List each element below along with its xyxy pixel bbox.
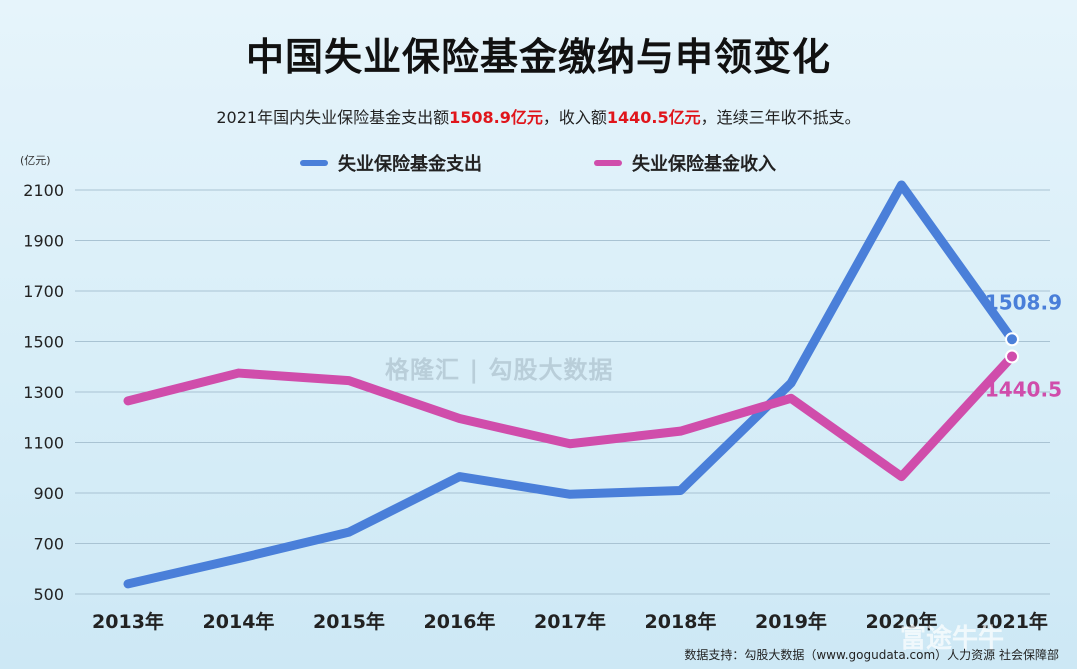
subtitle-part-3: ，连续三年收不抵支。 [700, 108, 861, 127]
series-line-income [123, 352, 1017, 482]
y-tick-label-700: 700 [33, 535, 64, 554]
end-label-income: 1440.5 [985, 378, 1062, 402]
source-footer: 数据支持：勾股大数据（www.gogudata.com）人力资源 社会保障部 [684, 648, 1059, 662]
end-label-expenditure: 1508.9 [985, 290, 1062, 314]
y-tick-label-2100: 2100 [23, 181, 64, 200]
y-axis-unit: (亿元) [20, 154, 51, 167]
x-tick-label-2015: 2015年 [313, 610, 385, 633]
x-tick-label-2021: 2021年 [976, 610, 1048, 633]
y-tick-label-1500: 1500 [23, 333, 64, 352]
watermark-logo: 格隆汇 | 勾股大数据 [385, 356, 614, 384]
data-point-expenditure-2021 [1005, 332, 1019, 347]
chart-title: 中国失业保险基金缴纳与申领变化 [245, 35, 831, 79]
subtitle-highlight-expenditure: 1508.9亿元 [449, 108, 543, 127]
series-line-expenditure [123, 180, 1017, 589]
y-tick-label-1700: 1700 [23, 282, 64, 301]
legend-swatch-expenditure [300, 160, 328, 166]
x-tick-label-2013: 2013年 [92, 610, 164, 633]
legend-label-expenditure: 失业保险基金支出 [338, 154, 482, 175]
subtitle-part-1: 2021年国内失业保险基金支出额 [216, 108, 450, 127]
watermark-futu: 富途牛牛 [900, 624, 1005, 654]
subtitle-part-2: ，收入额 [542, 108, 607, 127]
subtitle-highlight-income: 1440.5亿元 [606, 108, 701, 127]
x-tick-label-2014: 2014年 [203, 610, 275, 633]
data-point-income-2021 [1005, 349, 1019, 364]
chart-subtitle: 2021年国内失业保险基金支出额1508.9亿元，收入额1440.5亿元，连续三… [0, 104, 1077, 128]
y-tick-label-1300: 1300 [23, 383, 64, 402]
x-tick-label-2020: 2020年 [866, 610, 938, 633]
x-tick-label-2016: 2016年 [424, 610, 496, 633]
y-tick-label-900: 900 [33, 484, 64, 503]
x-tick-label-2019: 2019年 [755, 610, 827, 633]
legend-label-income: 失业保险基金收入 [632, 154, 776, 175]
y-tick-label-1100: 1100 [23, 434, 64, 453]
legend-item-income: 失业保险基金收入 [594, 150, 776, 176]
legend-swatch-income [594, 160, 622, 166]
x-tick-label-2017: 2017年 [534, 610, 606, 633]
legend-item-expenditure: 失业保险基金支出 [300, 150, 482, 176]
x-tick-label-2018: 2018年 [645, 610, 717, 633]
y-tick-label-1900: 1900 [23, 232, 64, 251]
y-tick-label-500: 500 [33, 585, 64, 604]
